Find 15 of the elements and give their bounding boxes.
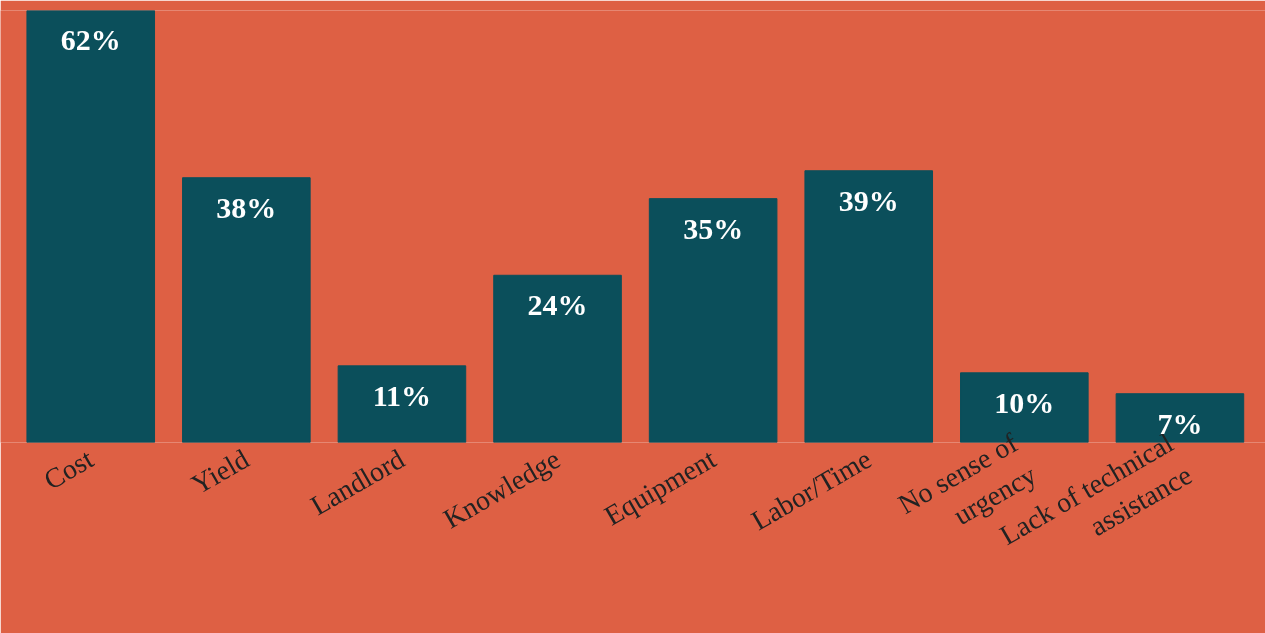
data-label: 62%	[60, 23, 121, 57]
data-label: 24%	[527, 288, 588, 322]
bar	[648, 198, 778, 443]
bar	[804, 170, 934, 443]
bar	[26, 10, 156, 443]
bar	[182, 177, 311, 443]
data-label: 11%	[372, 378, 432, 412]
data-label: 39%	[838, 183, 899, 217]
bar	[493, 274, 622, 443]
data-label: 38%	[216, 190, 277, 224]
x-tick-label: Cost	[38, 442, 99, 496]
x-tick-label: Yield	[186, 443, 255, 501]
data-label: 10%	[994, 385, 1055, 419]
bar	[337, 365, 467, 443]
data-label: 35%	[683, 211, 744, 245]
